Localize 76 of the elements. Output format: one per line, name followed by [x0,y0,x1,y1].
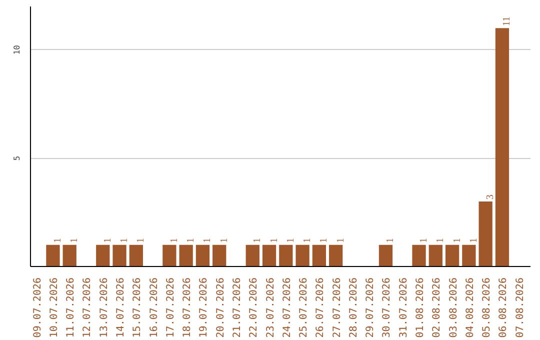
x-tick-label: 01.08.2026 [415,277,426,338]
x-tick-label: 27.07.2026 [332,277,343,338]
bar [129,244,143,266]
data-label: 1 [186,238,197,243]
x-tick-label: 25.07.2026 [298,277,310,338]
x-tick-label: 09.07.2026 [32,277,44,338]
bar [179,244,193,266]
bar [162,244,176,266]
data-label: 1 [268,238,280,243]
bar [329,244,343,266]
data-label: 1 [468,238,480,243]
x-tick-label: 04.08.2026 [464,277,476,338]
bar [296,244,310,266]
y-tick-label: 10 [12,44,22,55]
data-label: 1 [69,238,80,243]
x-tick-label: 12.07.2026 [82,277,94,338]
bar [462,244,476,266]
x-tick-label: 18.07.2026 [182,277,194,338]
x-tick-label: 03.08.2026 [448,277,460,338]
bar [262,244,276,266]
data-label: 1 [385,238,396,243]
x-tick-label: 15.07.2026 [132,277,144,338]
data-label: 1 [102,238,114,243]
data-label: 1 [452,238,463,243]
x-tick-label: 06.08.2026 [498,277,510,338]
x-tick-label: 24.07.2026 [282,277,293,338]
x-tick-label: 02.08.2026 [432,277,443,338]
x-tick-label: 21.07.2026 [232,277,243,338]
x-tick-label: 17.07.2026 [165,277,176,338]
x-tick-label: 13.07.2026 [98,277,110,338]
x-tick-label: 14.07.2026 [116,277,127,338]
data-label: 1 [218,238,230,243]
data-label: 1 [202,238,214,243]
x-tick-label: 19.07.2026 [198,277,210,338]
x-tick-label: 11.07.2026 [66,277,77,338]
y-tick-label: 5 [12,156,22,161]
data-label: 1 [285,238,296,243]
bar [112,244,126,266]
bar [478,202,492,266]
bar [412,244,426,266]
data-label: 1 [418,238,430,243]
data-label: 1 [252,238,264,243]
bar [212,244,226,266]
data-label: 1 [168,238,180,243]
bar [46,244,60,266]
bar [378,244,393,266]
bar [428,244,442,266]
x-tick-label: 16.07.2026 [148,277,160,338]
x-tick-label: 30.07.2026 [382,277,393,338]
data-label: 1 [52,238,64,243]
x-tick-label: 05.08.2026 [482,277,493,338]
x-tick-label: 10.07.2026 [48,277,60,338]
bar [96,244,110,266]
bar [279,244,293,266]
bar [495,28,510,266]
data-label: 11 [502,16,513,26]
data-label: 1 [435,238,446,243]
data-label: 3 [485,194,496,200]
x-tick-label: 22.07.2026 [248,277,260,338]
data-label: 1 [302,238,314,243]
bar [246,244,260,266]
x-tick-label: 26.07.2026 [315,277,326,338]
x-tick-label: 23.07.2026 [265,277,276,338]
data-label: 1 [136,238,147,243]
x-tick-label: 28.07.2026 [348,277,360,338]
bar [196,244,210,266]
x-tick-label: 29.07.2026 [365,277,376,338]
x-tick-label: 20.07.2026 [215,277,226,338]
data-label: 1 [119,238,130,243]
x-tick-label: 07.08.2026 [514,277,526,338]
x-tick-label: 31.07.2026 [398,277,410,338]
bar [312,244,326,266]
data-label: 1 [335,238,346,243]
data-label: 1 [318,238,330,243]
bar [62,244,76,266]
bar [445,244,460,266]
